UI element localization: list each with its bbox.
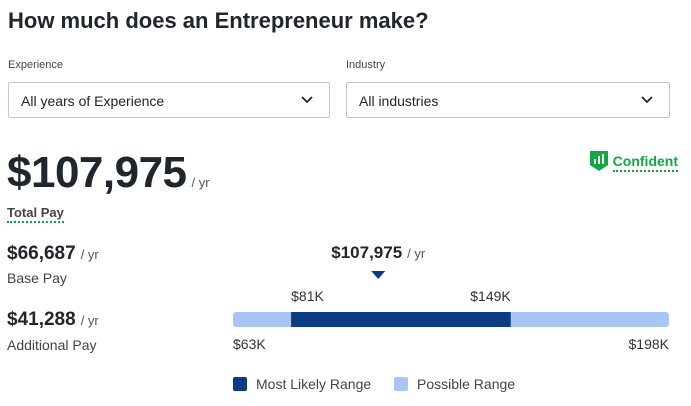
max-label: $198K [629,336,669,352]
likely-range [291,312,511,327]
page-title: How much does an Entrepreneur make? [8,8,429,33]
legend-text: Most Likely Range [256,376,372,392]
experience-dropdown[interactable]: All years of Experience [8,82,330,118]
unit: / yr [407,246,426,261]
dropdown-value: All industries [359,93,439,109]
legend-item: Possible Range [394,376,515,392]
filter-label: Experience [8,59,64,71]
label: Total Pay [7,205,64,223]
legend-swatch [233,377,247,391]
chevron [301,96,313,104]
dropdown-value: All years of Experience [21,93,165,109]
legend-item: Most Likely Range [233,376,371,392]
confidence-badge[interactable]: Confident [589,150,678,172]
amount: $41,288 [7,309,76,330]
range-label: $81K [291,288,324,304]
legend-text: Possible Range [417,376,516,392]
filter-label: Industry [346,59,386,71]
base-pay-label: Base Pay [7,270,67,286]
range-label: $63K [233,336,266,352]
min-label: $63K [233,336,266,352]
industry-dropdown[interactable]: All industries [346,82,670,118]
legend-swatch [394,377,408,391]
base-pay: $66,687 / yr [7,243,99,265]
unit: / yr [80,247,99,262]
amount: $66,687 [7,243,76,264]
median-label: $107,975 / yr [331,243,425,263]
median-amount: $107,975 [331,243,403,262]
total-pay: $107,975 / yr [7,148,210,198]
confidence-text: Confident [612,153,678,172]
likely-high-label: $149K [470,288,510,304]
additional-pay: $41,288 / yr [7,309,99,331]
chevron [641,96,653,104]
likely-low-label: $81K [291,288,324,304]
confidence-icon [589,151,608,171]
additional-pay-label: Additional Pay [7,337,97,353]
range-label: $198K [628,336,669,352]
range-label: $149K [470,288,511,304]
unit: / yr [191,175,210,190]
amount: $107,975 [7,148,187,197]
total-pay-label[interactable]: Total Pay [7,205,64,223]
unit: / yr [80,313,99,328]
median-marker [371,271,386,279]
